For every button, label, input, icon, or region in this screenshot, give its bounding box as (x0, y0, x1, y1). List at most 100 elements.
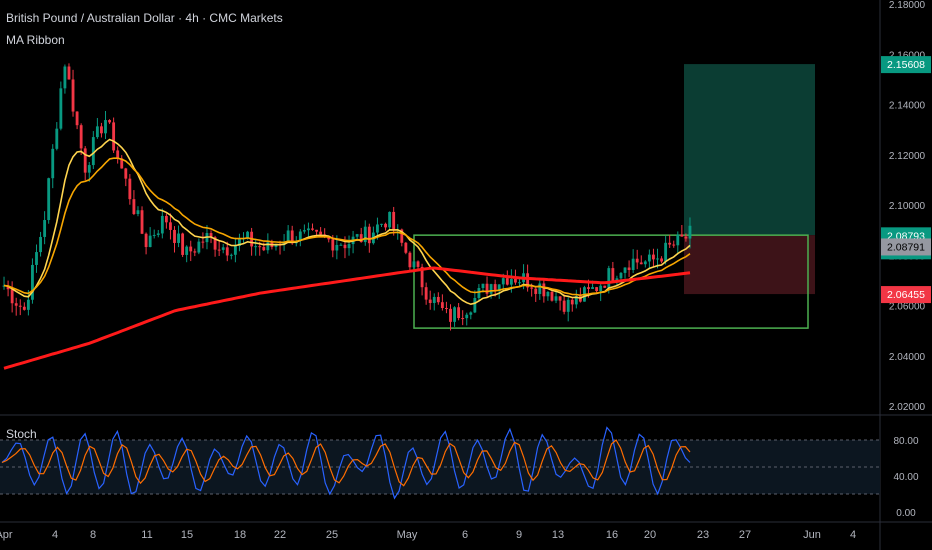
candle-body (55, 128, 59, 149)
candle-body (132, 199, 136, 215)
candle-body (660, 258, 663, 262)
x-tick-label: 20 (644, 529, 656, 541)
x-tick-label: 27 (739, 529, 751, 541)
y-tick-label: 2.16000 (889, 50, 926, 61)
candle-body (148, 235, 152, 248)
candle-body (619, 272, 623, 279)
candle-body (672, 244, 676, 246)
candle-body (177, 233, 180, 243)
x-tick-label: 8 (90, 529, 96, 541)
y-tick-label: 2.12000 (889, 151, 926, 162)
ma-price-label-bg (881, 238, 931, 256)
candle-body (51, 148, 55, 179)
candle-body (493, 284, 497, 291)
candle-body (185, 246, 189, 255)
candle-body (262, 247, 266, 251)
candle-body (217, 249, 221, 251)
y-tick-label: 2.06000 (889, 302, 926, 313)
candle-body (331, 239, 335, 251)
x-tick-label: 11 (141, 529, 152, 541)
candle-body (591, 287, 594, 289)
candle-body (10, 289, 14, 304)
candle-body (554, 296, 558, 301)
indicator-label[interactable]: MA Ribbon (6, 33, 65, 47)
x-tick-label: 25 (326, 529, 338, 541)
candle-body (514, 278, 517, 283)
candle-body (481, 283, 485, 289)
candle-body (6, 285, 10, 290)
candle-body (335, 244, 339, 251)
candle-body (246, 231, 249, 239)
x-tick-label: 4 (52, 529, 58, 541)
x-tick-label: 22 (274, 529, 286, 541)
candle-body (599, 285, 603, 292)
candle-body (436, 296, 440, 303)
candle-body (578, 296, 582, 302)
candle-body (388, 211, 392, 228)
candle-body (562, 300, 566, 312)
candle-body (160, 215, 164, 234)
candle-body (266, 242, 270, 251)
candle-body (201, 241, 205, 243)
candle-body (14, 303, 18, 306)
x-tick-label: Apr (0, 529, 13, 541)
candle-body (461, 318, 465, 320)
y-tick-label: 2.04000 (889, 352, 926, 363)
target-zone (684, 64, 815, 236)
candle-body (465, 314, 469, 319)
candle-body (497, 284, 501, 291)
candle-body (302, 230, 306, 232)
x-tick-label: 13 (552, 529, 564, 541)
stoch-tick-label: 80.00 (893, 436, 918, 447)
x-tick-label: 15 (181, 529, 193, 541)
candle-body (124, 168, 128, 179)
candle-body (530, 287, 534, 289)
candle-body (307, 228, 310, 231)
candle-body (664, 242, 668, 262)
candle-body (91, 137, 95, 166)
candle-body (668, 242, 672, 245)
candle-body (18, 305, 22, 307)
candle-body (26, 299, 30, 310)
candle-body (643, 261, 647, 265)
candle-body (566, 299, 570, 312)
candle-body (550, 291, 554, 301)
stoch-label[interactable]: Stoch (6, 427, 37, 441)
candle-body (31, 264, 34, 300)
stop-price-label: 2.06455 (887, 289, 925, 301)
ma-fast-line (3, 138, 691, 306)
candle-body (319, 231, 323, 235)
candle-body (120, 158, 124, 169)
candle-body (140, 210, 144, 234)
candle-body (384, 223, 387, 228)
candle-body (104, 120, 107, 134)
target-price-label-bg (881, 56, 931, 74)
candle-body (156, 233, 160, 235)
candle-body (611, 268, 615, 282)
candle-body (298, 231, 302, 241)
candle-body (688, 225, 692, 239)
stoch-tick-label: 40.00 (893, 472, 918, 483)
candle-body (22, 306, 26, 310)
candle-body (652, 254, 655, 260)
candle-body (542, 283, 546, 297)
candle-body (558, 296, 562, 301)
candle-body (343, 244, 347, 249)
candle-body (67, 66, 71, 80)
x-tick-label: 18 (234, 529, 246, 541)
candle-body (509, 278, 513, 285)
candle-body (623, 267, 627, 273)
candle-body (355, 234, 359, 237)
candle-body (428, 299, 432, 304)
candle-body (489, 284, 493, 294)
candle-body (420, 266, 424, 288)
candle-body (209, 233, 213, 238)
candle-body (116, 150, 120, 159)
candle-body (315, 229, 318, 232)
candle-body (181, 233, 185, 255)
candle-body (274, 244, 278, 248)
candle-body (684, 236, 688, 239)
candle-body (258, 246, 262, 248)
y-tick-label: 2.18000 (889, 0, 926, 11)
